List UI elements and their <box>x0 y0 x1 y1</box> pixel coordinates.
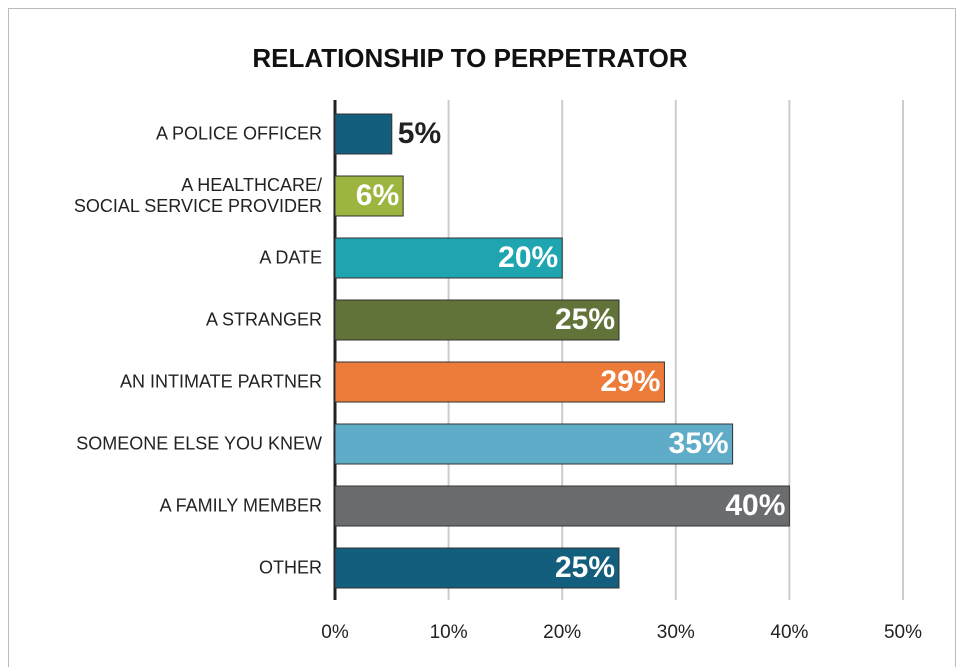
x-tick-label: 20% <box>543 622 581 643</box>
value-label: 5% <box>398 117 441 150</box>
y-tick-label: OTHER <box>259 557 322 578</box>
bar <box>334 423 734 465</box>
bar <box>334 361 665 403</box>
value-label: 25% <box>555 551 615 584</box>
chart-title: RELATIONSHIP TO PERPETRATOR <box>252 43 688 73</box>
value-label: 35% <box>669 427 729 460</box>
y-tick-label: A FAMILY MEMBER <box>159 495 322 516</box>
x-tick-label: 40% <box>770 622 808 643</box>
bar <box>334 547 620 589</box>
x-tick-label: 30% <box>657 622 695 643</box>
y-tick-label: AN INTIMATE PARTNER <box>119 371 322 392</box>
y-tick-label: A HEALTHCARE/ SOCIAL SERVICE PROVIDER <box>73 175 322 216</box>
value-label: 25% <box>555 303 615 336</box>
x-tick-label: 10% <box>430 622 468 643</box>
value-label: 40% <box>725 489 785 522</box>
value-label: 20% <box>498 241 558 274</box>
y-tick-label: A DATE <box>259 247 322 268</box>
bar <box>334 175 404 217</box>
value-label: 6% <box>356 179 399 212</box>
bar <box>334 113 393 155</box>
bar <box>334 299 620 341</box>
x-tick-label: 0% <box>321 622 349 643</box>
value-label: 29% <box>600 365 660 398</box>
x-tick-label: 50% <box>884 622 922 643</box>
y-tick-label: SOMEONE ELSE YOU KNEW <box>76 433 322 454</box>
frame <box>8 8 956 667</box>
bar <box>334 485 790 527</box>
y-tick-label: A STRANGER <box>205 309 322 330</box>
y-tick-label: A POLICE OFFICER <box>155 123 322 144</box>
bar <box>334 237 563 279</box>
